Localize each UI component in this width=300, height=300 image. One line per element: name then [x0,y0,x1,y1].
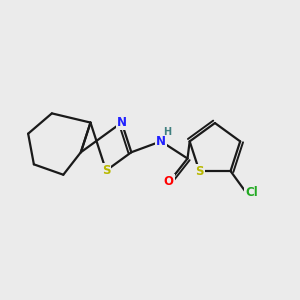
Text: S: S [102,164,110,177]
Text: Cl: Cl [245,186,258,199]
Text: H: H [164,128,172,137]
Text: N: N [117,116,127,129]
Text: S: S [195,165,204,178]
Text: N: N [156,135,166,148]
Text: O: O [164,175,174,188]
